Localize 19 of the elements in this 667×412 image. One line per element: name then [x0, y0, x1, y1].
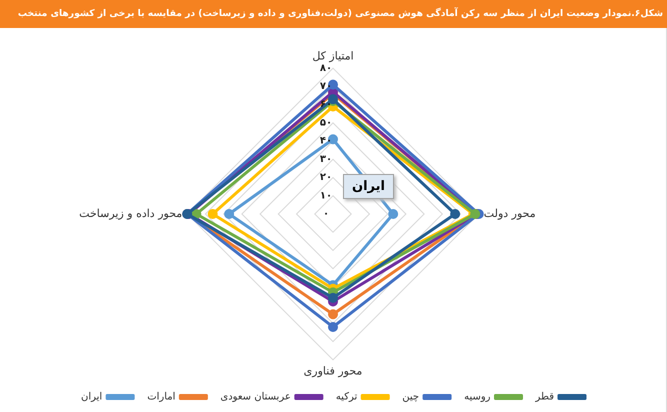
- spoke-label: محور داده و زیرساخت: [79, 206, 182, 220]
- spoke-label: محور فناوری: [304, 364, 362, 378]
- legend-label: عربستان سعودی: [220, 392, 291, 403]
- legend-label: امارات: [147, 392, 176, 403]
- chart-title: شکل۶.نمودار وضعیت ایران از منظر سه رکن آمادگی هوش مصنوعی (دولت،فناوری و داده و زیرساخت) در مقایسه با برخی از کشورهای منتخب: [0, 0, 667, 28]
- legend-label: ترکیه: [336, 392, 358, 403]
- text: ایران: [343, 174, 394, 199]
- y-tick-label: ۳۰: [320, 154, 332, 165]
- y-tick-label: ۲۰: [320, 172, 332, 184]
- legend-label: روسیه: [464, 392, 491, 403]
- spoke-label: محور دولت: [484, 206, 536, 220]
- legend-label: ایران: [81, 392, 102, 403]
- legend-label: چین: [402, 392, 420, 403]
- spoke-label: امتیاز کل: [312, 49, 354, 62]
- legend-label: قطر: [534, 392, 554, 403]
- y-tick-label: ۵۰: [320, 117, 332, 128]
- y-tick-label: ۱۰: [320, 190, 332, 202]
- y-tick-label: ۸۰: [320, 62, 332, 74]
- y-tick-label: ۰: [322, 208, 330, 220]
